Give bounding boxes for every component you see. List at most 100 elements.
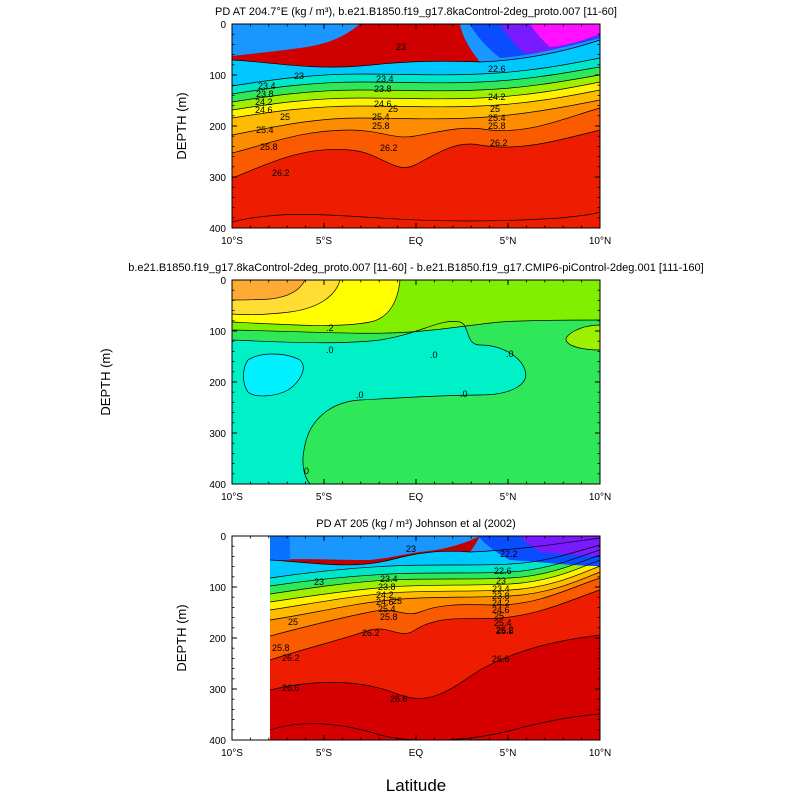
x-tick-label: 5°S — [316, 748, 333, 759]
y-tick-label: 0 — [220, 532, 226, 543]
p3-label: 25 — [494, 611, 504, 621]
y-tick-label: 200 — [209, 634, 226, 645]
panel-2-field — [232, 280, 600, 484]
panel-3-title: PD AT 205 (kg / m³) Johnson et al (2002) — [316, 518, 516, 530]
panel-1-band-22.6 — [232, 24, 360, 56]
panel-1-band-23.0 — [232, 40, 600, 86]
y-tick-label: 200 — [209, 378, 226, 389]
p2-label: .0 — [430, 350, 438, 360]
figure-x-axis-label: Latitude — [386, 776, 447, 795]
p1-label: 23.4 — [376, 74, 394, 84]
y-tick-label: 100 — [209, 71, 226, 82]
p3-label: 26.2 — [282, 653, 300, 663]
panel-3-band-25.4 — [270, 572, 600, 636]
panel-3-band-22.6-west — [270, 536, 480, 560]
panel-3-field — [270, 536, 600, 740]
p1-label: 25.4 — [256, 125, 274, 135]
p1-label: 25 — [490, 104, 500, 114]
y-tick-label: 0 — [220, 20, 226, 31]
panel-2-contour-labels: .2 .0 .0 .0 .0 .0 0 — [304, 323, 514, 476]
p2-label: .0 — [356, 390, 364, 400]
p1-label: 24.2 — [255, 97, 273, 107]
p3-label: 25.8 — [272, 643, 290, 653]
p3-label: 24.2 — [492, 598, 510, 608]
panel-1-band-24.2 — [232, 75, 600, 110]
panel-1-title: PD AT 204.7°E (kg / m³), b.e21.B1850.f19… — [215, 6, 617, 18]
panel-3-y-axis-label: DEPTH (m) — [174, 604, 189, 671]
panel-3-band-24.6 — [270, 560, 600, 610]
panel-3-band-23.0 — [270, 538, 600, 578]
x-tick-label: 5°N — [500, 748, 517, 759]
p3-label: 26.6 — [390, 694, 408, 704]
p1-label: 25.4 — [488, 113, 506, 123]
panel-1-contour-25.8 — [232, 107, 600, 154]
panel-3-contour-24.6 — [270, 559, 600, 603]
panel-3: PD AT 205 (kg / m³) Johnson et al (2002) — [270, 518, 600, 740]
panel-3-contour-23.4 — [270, 544, 600, 579]
p3-label: 25 — [288, 617, 298, 627]
panel-1-y-axis-label: DEPTH (m) — [174, 92, 189, 159]
panel-3-contour-labels: 23 23 23.4 23.8 24.2 24.6 25 25.4 25.8 2… — [272, 544, 518, 704]
panel-2: b.e21.B1850.f19_g17.8kaControl-2deg_prot… — [128, 262, 704, 484]
panel-2-title: b.e21.B1850.f19_g17.8kaControl-2deg_prot… — [128, 262, 703, 274]
panel-1-contour-24.6 — [232, 81, 600, 111]
x-tick-label: EQ — [409, 236, 424, 247]
p1-label: 25.8 — [372, 121, 390, 131]
p3-label: 26.2 — [496, 625, 514, 635]
x-tick-label: 5°S — [316, 492, 333, 503]
panel-3-contour-25.8 — [270, 577, 600, 637]
x-tick-label: 5°N — [500, 236, 517, 247]
x-tick-label: 10°S — [221, 748, 243, 759]
x-tick-label: EQ — [409, 492, 424, 503]
panel-3-contour-26.6 — [270, 634, 600, 699]
panel-2-contour-neg-0.2 — [243, 353, 304, 397]
y-tick-label: 200 — [209, 122, 226, 133]
p1-label: 22.6 — [488, 64, 506, 74]
y-tick-label: 300 — [209, 429, 226, 440]
panel-3-contour-23.8 — [270, 549, 600, 587]
p1-label: 26.2 — [490, 138, 508, 148]
panel-3-band-26.2 — [270, 590, 600, 699]
y-tick-label: 400 — [209, 224, 226, 235]
p1-label: 24.6 — [374, 99, 392, 109]
p1-label: 23.8 — [374, 84, 392, 94]
panel-3-contour-25.0 — [270, 565, 600, 611]
p3-label: 25 — [392, 596, 402, 606]
p1-label: 25.4 — [372, 112, 390, 122]
panel-1-contour-labels: 23 23 22.6 23.4 23.4 23.8 23.8 24.2 24.2… — [255, 42, 508, 178]
panel-1: PD AT 204.7°E (kg / m³), b.e21.B1850.f19… — [215, 6, 617, 228]
x-tick-label: 10°S — [221, 236, 243, 247]
y-tick-label: 0 — [220, 276, 226, 287]
panel-1-contour-23.0 — [232, 39, 600, 68]
p3-label: 23.8 — [378, 582, 396, 592]
p3-label: 26.2 — [362, 628, 380, 638]
panel-3-contour-26.2 — [270, 589, 600, 661]
p1-label: 24.6 — [255, 105, 273, 115]
p2-label: .2 — [326, 323, 334, 333]
panel-1-band-23.8 — [232, 67, 600, 102]
p3-label: 23 — [406, 544, 416, 554]
panel-3-band-23.4 — [270, 545, 600, 586]
p3-label: 24.6 — [492, 605, 510, 615]
y-tick-label: 100 — [209, 583, 226, 594]
panel-3-band-24.2 — [270, 555, 600, 602]
panel-2-contour-0.8 — [232, 280, 306, 301]
y-tick-label: 400 — [209, 736, 226, 747]
panel-2-band-neg-0.2 — [232, 321, 526, 484]
panel-3-contour-26.6-deep — [270, 713, 600, 740]
panel-1-band-25.8 — [232, 108, 600, 178]
x-tick-label: 10°N — [589, 748, 611, 759]
panel-1-band-24.6 — [232, 82, 600, 118]
panel-1-contour-25.4 — [232, 99, 600, 136]
p3-label: 26.6 — [282, 683, 300, 693]
panel-1-band-25.4 — [232, 100, 600, 153]
p1-label: 25 — [388, 104, 398, 114]
panel-3-band-26.6 — [270, 635, 600, 740]
p1-label: 25 — [280, 112, 290, 122]
x-tick-label: 10°N — [589, 236, 611, 247]
x-tick-label: 5°N — [500, 492, 517, 503]
panel-3-band-23.8 — [270, 550, 600, 594]
panel-1-band-26.2 — [232, 130, 600, 228]
x-tick-label: 10°N — [589, 492, 611, 503]
panel-1-contour-23.8 — [232, 66, 600, 95]
